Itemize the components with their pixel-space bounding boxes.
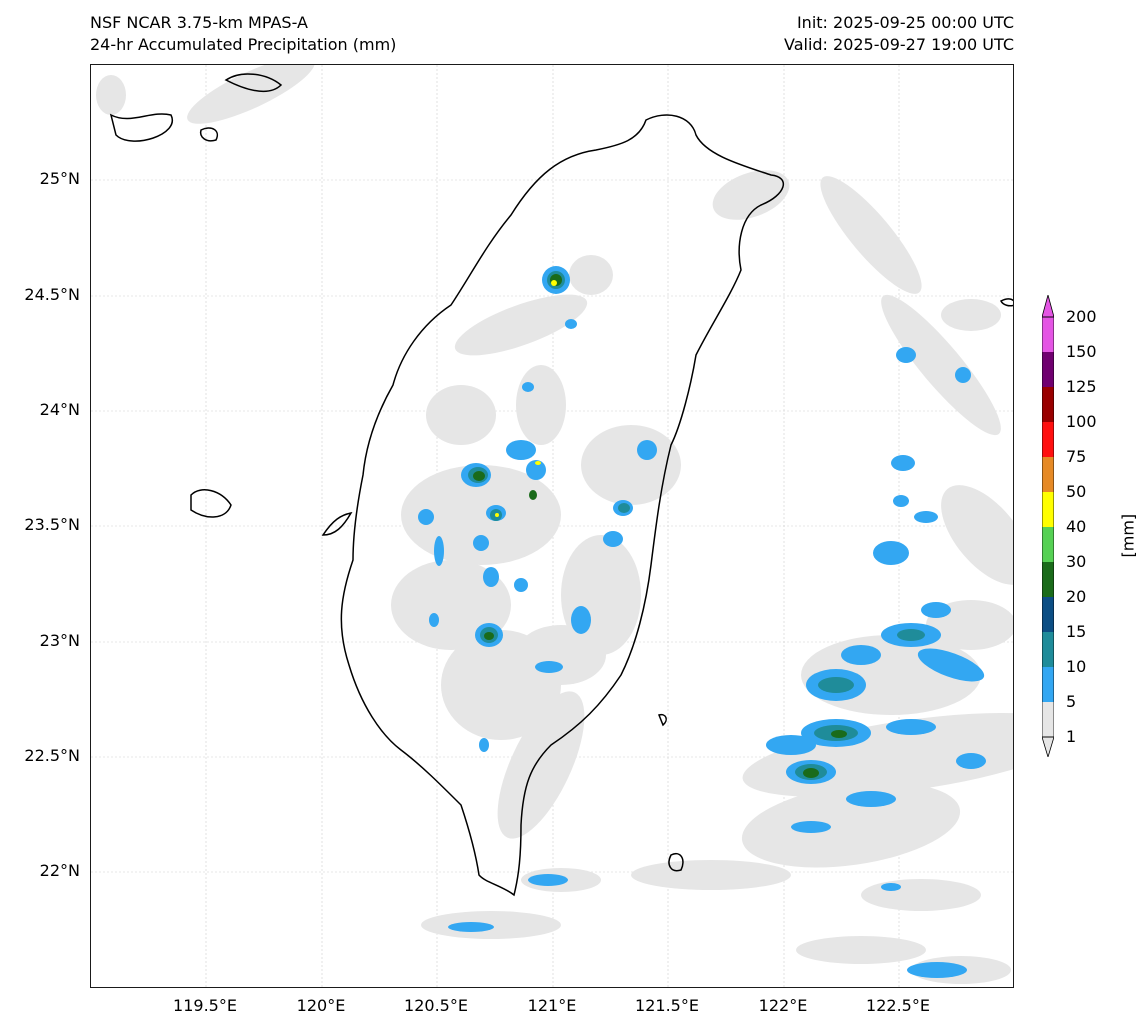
map-panel [90, 64, 1014, 988]
lon-tick: 122°E [758, 996, 808, 1015]
colorbar-segment [1042, 492, 1054, 527]
lon-tick: 120.5°E [404, 996, 468, 1015]
colorbar-segment [1042, 632, 1054, 667]
lon-tick: 121.5°E [635, 996, 699, 1015]
coastlines [109, 73, 1013, 897]
title-right: Init: 2025-09-25 00:00 UTC Valid: 2025-0… [784, 12, 1014, 56]
init-time: Init: 2025-09-25 00:00 UTC [796, 13, 1014, 32]
colorbar-segments [1042, 317, 1054, 737]
colorbar-segment [1042, 597, 1054, 632]
colorbar-segment [1042, 317, 1054, 352]
lat-tick: 23°N [39, 631, 80, 650]
colorbar-outline [1042, 316, 1054, 738]
colorbar-level-label: 1 [1066, 727, 1077, 746]
colorbar-level-label: 10 [1066, 657, 1087, 676]
lat-tick: 22.5°N [24, 746, 80, 765]
colorbar-level-label: 30 [1066, 552, 1087, 571]
colorbar-segment [1042, 702, 1054, 737]
field-name: 24-hr Accumulated Precipitation (mm) [90, 35, 397, 54]
colorbar-segment [1042, 422, 1054, 457]
colorbar-bottom-arrow [1042, 736, 1054, 757]
precip-extreme [495, 280, 557, 517]
colorbar-top-arrow [1042, 295, 1054, 318]
lat-tick: 25°N [39, 169, 80, 188]
colorbar-title: [mm] [1118, 513, 1138, 558]
colorbar-segment [1042, 352, 1054, 387]
model-name: NSF NCAR 3.75-km MPAS-A [90, 13, 308, 32]
lat-tick: 22°N [39, 861, 80, 880]
lon-tick: 120°E [296, 996, 346, 1015]
colorbar-level-label: 150 [1066, 342, 1097, 361]
colorbar-level-label: 125 [1066, 377, 1097, 396]
lon-tick: 119.5°E [173, 996, 237, 1015]
colorbar [1042, 295, 1054, 757]
colorbar-segment [1042, 562, 1054, 597]
lat-tick: 24°N [39, 400, 80, 419]
colorbar-level-label: 5 [1066, 692, 1077, 711]
colorbar-level-label: 15 [1066, 622, 1087, 641]
precip-light [96, 65, 1013, 984]
colorbar-segment [1042, 457, 1054, 492]
colorbar-level-label: 100 [1066, 412, 1097, 431]
title-left: NSF NCAR 3.75-km MPAS-A 24-hr Accumulate… [90, 12, 396, 56]
precip-moderate [418, 266, 986, 978]
lat-tick: 23.5°N [24, 515, 80, 534]
colorbar-segment [1042, 527, 1054, 562]
colorbar-level-label: 200 [1066, 307, 1097, 326]
colorbar-level-label: 75 [1066, 447, 1087, 466]
colorbar-segment [1042, 667, 1054, 702]
lon-tick: 121°E [527, 996, 577, 1015]
lat-tick: 24.5°N [24, 285, 80, 304]
precip-very-heavy [473, 274, 847, 778]
valid-time: Valid: 2025-09-27 19:00 UTC [783, 35, 1014, 54]
map-canvas [91, 65, 1013, 987]
colorbar-level-label: 20 [1066, 587, 1087, 606]
colorbar-segment [1042, 387, 1054, 422]
colorbar-level-label: 50 [1066, 482, 1087, 501]
lon-tick: 122.5°E [866, 996, 930, 1015]
colorbar-level-label: 40 [1066, 517, 1087, 536]
